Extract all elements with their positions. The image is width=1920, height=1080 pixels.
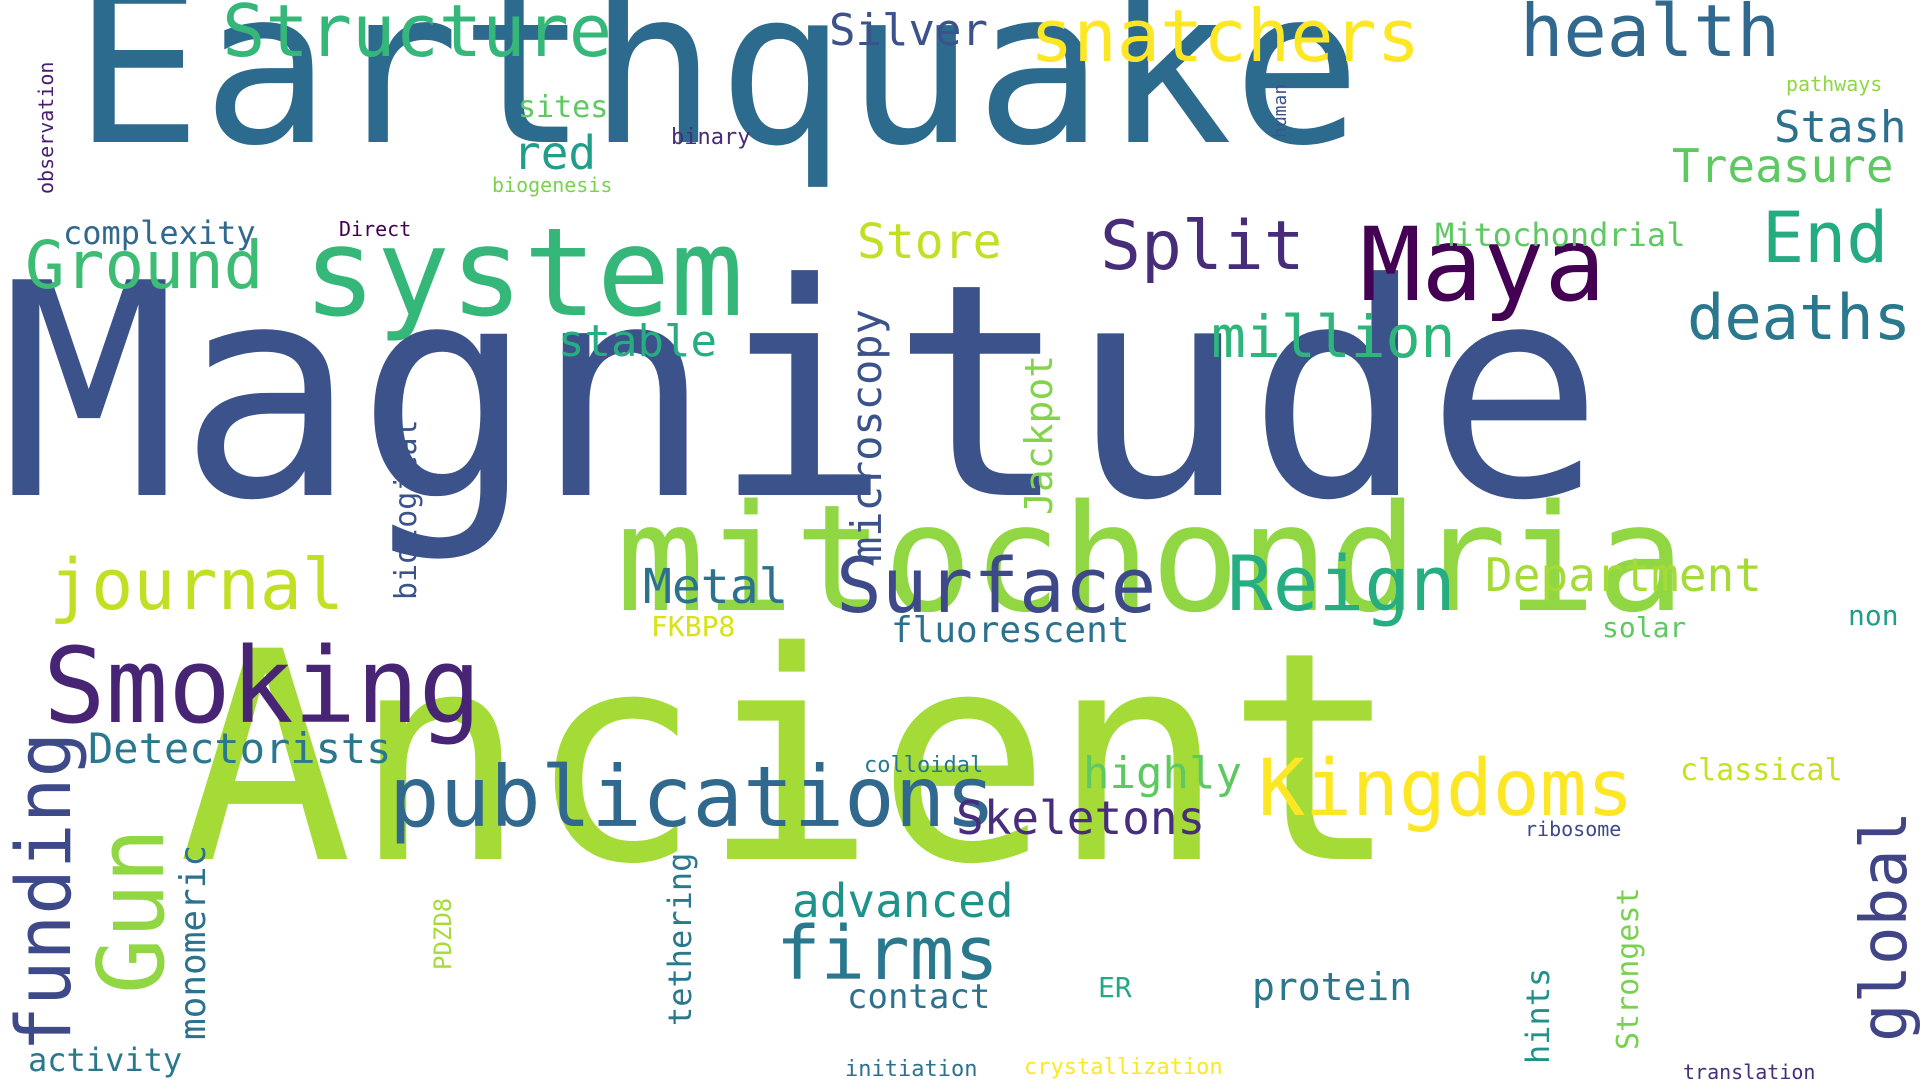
word-hints: hints — [1519, 967, 1557, 1064]
word-system: system — [303, 202, 744, 344]
word-journal: journal — [49, 544, 345, 626]
word-health: health — [1520, 0, 1781, 73]
word-treasure: Treasure — [1672, 139, 1894, 193]
word-colloidal: colloidal — [864, 753, 984, 778]
word-er: ER — [1098, 971, 1132, 1004]
word-metal: Metal — [643, 559, 788, 615]
word-advanced: advanced — [792, 874, 1014, 928]
word-end: End — [1762, 197, 1889, 279]
word-department: Department — [1485, 548, 1762, 602]
word-initiation: initiation — [845, 1057, 978, 1080]
word-kingdoms: Kingdoms — [1258, 744, 1634, 834]
word-split: Split — [1100, 207, 1305, 286]
word-fluorescent: fluorescent — [891, 610, 1130, 651]
word-highly: highly — [1083, 748, 1242, 799]
word-monomeric: monomeric — [173, 844, 214, 1040]
word-mitochondria: mitochondria — [616, 473, 1686, 645]
word-contact: contact — [847, 977, 991, 1017]
word-binary: binary — [671, 125, 751, 150]
word-firms: firms — [776, 911, 999, 997]
word-tethering: tethering — [661, 852, 699, 1026]
word-million: million — [1211, 303, 1456, 371]
word-ground: Ground — [25, 227, 264, 304]
word-activity: activity — [28, 1041, 183, 1079]
word-biological: biological — [389, 419, 424, 600]
word-detectorists: Detectorists — [88, 724, 392, 773]
word-crystallization: crystallization — [1024, 1055, 1223, 1080]
word-complexity: complexity — [63, 214, 256, 252]
word-skeletons: Skeletons — [956, 791, 1206, 845]
word-earthquake: Earthquake — [73, 0, 1362, 193]
word-non: non — [1848, 599, 1899, 632]
word-pdzd8: PDZD8 — [429, 897, 457, 970]
word-strongest: Strongest — [1611, 887, 1646, 1050]
word-mitochondrial: Mitochondrial — [1435, 216, 1686, 254]
word-microscopy: microscopy — [842, 309, 891, 562]
word-reign: Reign — [1227, 539, 1456, 628]
word-stash: Stash — [1774, 102, 1907, 153]
word-sites: sites — [518, 90, 609, 125]
word-ancient: Ancient — [178, 591, 1401, 928]
word-store: Store — [857, 214, 1002, 270]
word-silver: Silver — [829, 5, 988, 56]
word-fkbp8: FKBP8 — [651, 610, 736, 643]
word-direct: Direct — [339, 217, 412, 241]
word-translation: translation — [1683, 1060, 1816, 1080]
word-jackpot: Jackpot — [1017, 354, 1061, 515]
word-magnitude: Magnitude — [0, 220, 1604, 565]
word-classical: classical — [1680, 753, 1843, 788]
word-red: red — [513, 126, 597, 180]
word-solar: solar — [1602, 611, 1687, 644]
word-maya: Maya — [1360, 206, 1606, 325]
word-pathways: pathways — [1786, 72, 1883, 96]
word-deaths: deaths — [1687, 281, 1911, 354]
word-global: global — [1848, 810, 1920, 1042]
word-surface: Surface — [836, 541, 1157, 630]
word-structure: Structure — [222, 0, 613, 73]
word-stable: stable — [558, 316, 717, 367]
word-ribosome: ribosome — [1525, 817, 1622, 841]
word-smoking: Smoking — [43, 625, 482, 747]
word-biogenesis: biogenesis — [492, 173, 613, 197]
word-observation: observation — [34, 61, 58, 194]
word-protein: protein — [1252, 965, 1413, 1009]
word-publications: publications — [389, 748, 996, 846]
word-funding: funding — [0, 731, 88, 1052]
word-snatchers: snatchers — [1030, 0, 1421, 78]
word-human: human — [1270, 83, 1291, 138]
word-gun: Gun — [78, 827, 185, 994]
